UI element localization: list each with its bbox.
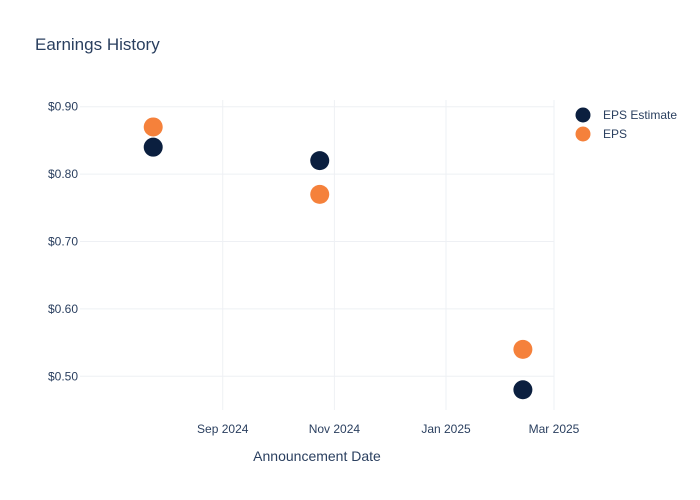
x-axis-ticks: Sep 2024 Nov 2024 Jan 2025 Mar 2025 xyxy=(197,422,580,436)
y-axis-ticks: $0.50 $0.60 $0.70 $0.80 $0.90 xyxy=(48,100,78,384)
legend-label: EPS xyxy=(603,127,627,141)
y-tick-label: $0.70 xyxy=(48,235,78,249)
chart-title: Earnings History xyxy=(35,35,160,54)
y-tick-label: $0.80 xyxy=(48,167,78,181)
data-points xyxy=(143,117,533,400)
eps-actual-point xyxy=(143,117,163,137)
legend-label: EPS Estimate xyxy=(603,108,677,122)
x-axis-title: Announcement Date xyxy=(253,448,381,464)
x-tick-label: Sep 2024 xyxy=(197,422,249,436)
x-tick-label: Jan 2025 xyxy=(421,422,471,436)
legend-marker xyxy=(575,107,591,123)
eps-actual-point xyxy=(310,184,330,204)
legend-marker xyxy=(575,126,591,142)
x-tick-label: Nov 2024 xyxy=(309,422,361,436)
y-tick-label: $0.90 xyxy=(48,100,78,114)
x-tick-label: Mar 2025 xyxy=(529,422,580,436)
gridlines xyxy=(80,100,555,410)
y-tick-label: $0.50 xyxy=(48,369,78,383)
y-tick-label: $0.60 xyxy=(48,302,78,316)
eps-estimate-point xyxy=(310,151,330,171)
eps-estimate-point xyxy=(513,380,533,400)
eps-estimate-point xyxy=(143,137,163,157)
eps-actual-point xyxy=(513,339,533,359)
legend: EPS Estimate EPS xyxy=(575,107,677,142)
